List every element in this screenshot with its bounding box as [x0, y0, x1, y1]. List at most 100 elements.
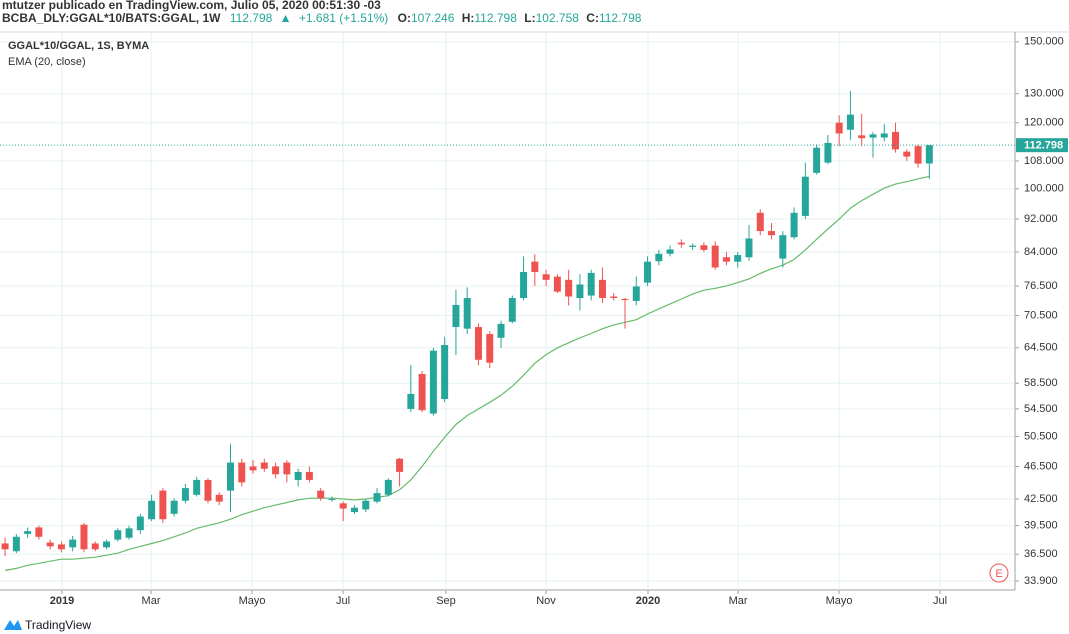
candle-body [903, 151, 911, 157]
candle-body [452, 304, 460, 328]
candle-body [339, 503, 347, 509]
candle-body [1, 543, 9, 550]
last-price-label: 112.798 [1024, 140, 1063, 152]
candle-body [114, 530, 122, 540]
x-tick-label: Nov [536, 595, 556, 607]
candle-body [193, 479, 201, 495]
candle-body [407, 393, 415, 409]
last-price-tag [1016, 138, 1068, 153]
y-tick-label: 100.000 [1024, 183, 1064, 195]
candle-body [283, 462, 291, 475]
candle-body [610, 296, 618, 298]
candle-body [474, 327, 482, 360]
candle-body [125, 528, 133, 538]
candle-body [69, 539, 77, 548]
y-tick-label: 120.000 [1024, 117, 1064, 129]
candle-body [80, 524, 88, 550]
candle-body [238, 462, 246, 483]
candle-body [396, 458, 404, 472]
event-marker-circle[interactable] [989, 563, 1009, 583]
y-tick-label: 84.000 [1024, 246, 1058, 258]
candle-body [700, 245, 708, 250]
candle-body [655, 253, 663, 262]
candle-body [677, 242, 685, 245]
candle-body [722, 257, 730, 262]
candle-body [813, 147, 821, 173]
y-tick-label: 42.500 [1024, 493, 1058, 505]
y-tick-label: 150.000 [1024, 36, 1064, 48]
x-tick-label: 2019 [50, 595, 74, 607]
candle-body [35, 527, 43, 537]
l-label: L: [524, 11, 535, 25]
y-tick-label: 92.000 [1024, 213, 1058, 225]
candle-body [328, 499, 336, 501]
candle-body [170, 500, 178, 514]
h-value: 112.798 [474, 11, 517, 25]
y-tick-label: 39.500 [1024, 519, 1058, 531]
candle-body [159, 490, 167, 520]
y-tick-label: 54.500 [1024, 403, 1058, 415]
candle-body [587, 272, 595, 296]
candle-body [745, 238, 753, 258]
publisher: mtutzer publicado en TradingView.com, Ju… [2, 0, 381, 12]
candle-body [215, 494, 223, 502]
candle-body [666, 249, 674, 254]
candle-body [249, 466, 257, 471]
event-marker[interactable]: E [995, 568, 1002, 580]
y-tick-label: 76.500 [1024, 280, 1058, 292]
candle-body [846, 114, 854, 130]
candle-body [914, 146, 922, 164]
candle-body [418, 374, 426, 411]
candle-body [441, 345, 449, 400]
candle-body [880, 133, 888, 138]
x-tick-label: Mayo [239, 595, 266, 607]
candle-body [756, 212, 764, 232]
candle-body [148, 500, 156, 520]
o-label: O: [398, 11, 411, 25]
candle-body [91, 543, 99, 550]
y-tick-label: 130.000 [1024, 88, 1064, 100]
candle-body [858, 135, 866, 139]
candle-body [57, 544, 65, 550]
candle-body [925, 145, 933, 164]
candle-body [429, 350, 437, 414]
tv-logo-icon [4, 620, 22, 630]
last-price: 112.798 [230, 11, 273, 25]
symbol-line: BCBA_DLY:GGAL*10/BATS:GGAL, 1W 112.798 ▲… [2, 11, 642, 25]
candle-body [272, 466, 280, 475]
candle-body [520, 272, 528, 298]
candle-body [790, 212, 798, 238]
candle-body [373, 493, 381, 502]
candle-body [531, 261, 539, 273]
candle-body [711, 245, 719, 268]
candle-body [294, 471, 302, 480]
y-tick-label: 33.900 [1024, 575, 1058, 587]
candle-body [768, 231, 776, 236]
candle-body [204, 479, 212, 501]
x-tick-label: Mar [729, 595, 748, 607]
candle-body [644, 261, 652, 283]
y-tick-label: 46.500 [1024, 460, 1058, 472]
candle-body [12, 536, 20, 552]
ema-legend: EMA (20, close) [8, 56, 86, 68]
l-value: 102.758 [536, 11, 580, 25]
change: +1.681 (+1.51%) [299, 11, 388, 25]
candle-body [305, 471, 313, 480]
candle-body [835, 122, 843, 134]
candle-body [362, 500, 370, 510]
legend-title: GGAL*10/GGAL, 1S, BYMA [8, 40, 149, 52]
publisher-text: mtutzer publicado en TradingView.com, Ju… [2, 0, 381, 12]
y-tick-label: 36.500 [1024, 548, 1058, 560]
candle-body [317, 490, 325, 499]
x-tick-label: 2020 [636, 595, 660, 607]
candle-body [632, 286, 640, 301]
candle-body [576, 284, 584, 298]
plot [0, 33, 1015, 590]
candle-body [497, 323, 505, 338]
arrow: ▲ [280, 11, 292, 25]
symbol: BCBA_DLY:GGAL*10/BATS:GGAL, 1W [2, 11, 221, 25]
o-value: 107.246 [411, 11, 455, 25]
candle-body [24, 531, 32, 534]
candle-body [689, 245, 697, 247]
